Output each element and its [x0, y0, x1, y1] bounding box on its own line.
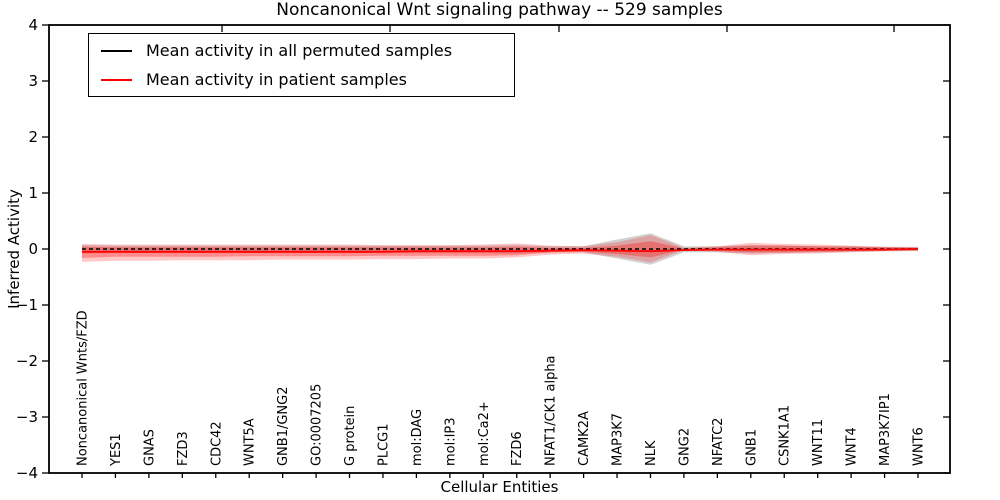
patient-line-swatch: [101, 78, 132, 81]
x-tick-label: WNT4: [845, 427, 860, 466]
legend-item-patient: Mean activity in patient samples: [89, 66, 514, 94]
x-tick-label: GNB1/GNG2: [276, 386, 291, 466]
y-tick-label: −1: [16, 296, 38, 314]
y-tick-label: 1: [28, 184, 38, 202]
y-tick-label: −3: [16, 408, 38, 426]
legend-item-permuted: Mean activity in all permuted samples: [89, 37, 514, 65]
x-tick-label: GNG2: [677, 428, 692, 466]
y-axis-label: Inferred Activity: [5, 189, 23, 309]
x-tick-label: GNAS: [142, 429, 157, 466]
x-tick-label: WNT5A: [243, 418, 258, 466]
x-tick-label: MAP3K7IP1: [878, 393, 893, 466]
x-tick-label: mol:DAG: [410, 409, 425, 466]
permuted-line-swatch: [101, 49, 132, 52]
x-axis-label: Cellular Entities: [440, 478, 559, 496]
y-tick-label: 0: [28, 240, 38, 258]
x-tick-label: PLCG1: [376, 423, 391, 466]
permuted-samples-std-band: [82, 233, 918, 265]
x-tick-label: G protein: [343, 406, 358, 466]
y-tick-label: 4: [28, 16, 38, 34]
x-tick-label: MAP3K7: [611, 413, 626, 466]
legend-label-permuted: Mean activity in all permuted samples: [146, 41, 453, 60]
x-tick-label: WNT11: [811, 419, 826, 466]
y-tick-label: −4: [16, 464, 38, 482]
x-tick-label: YES1: [109, 433, 124, 467]
legend-label-patient: Mean activity in patient samples: [146, 70, 407, 89]
patient-samples-std-band-inner: [82, 241, 918, 258]
x-tick-label: WNT6: [912, 427, 927, 466]
x-tick-label: FZD3: [176, 431, 191, 466]
x-tick-label: GNB1: [744, 429, 759, 466]
x-tick-label: NFAT1/CK1 alpha: [544, 355, 559, 466]
x-tick-label: GO:0007205: [310, 384, 325, 466]
y-tick-label: 2: [28, 128, 38, 146]
x-tick-label: Noncanonical Wnts/FZD: [76, 310, 91, 466]
patient-samples-std-band-outer: [82, 235, 918, 263]
x-tick-label: NFATC2: [711, 418, 726, 466]
x-tick-label: CAMK2A: [577, 411, 592, 466]
x-tick-label: NLK: [644, 440, 659, 466]
x-tick-label: mol:IP3: [443, 417, 458, 466]
x-tick-label: FZD6: [510, 431, 525, 466]
y-tick-label: 3: [28, 72, 38, 90]
y-tick-label: −2: [16, 352, 38, 370]
x-tick-label: CSNK1A1: [778, 405, 793, 466]
legend: Mean activity in all permuted samples Me…: [88, 33, 515, 97]
x-tick-label: CDC42: [209, 421, 224, 466]
chart-title: Noncanonical Wnt signaling pathway -- 52…: [276, 0, 723, 20]
patient-mean-line: [82, 248, 919, 253]
x-tick-label: mol:Ca2+: [477, 401, 492, 466]
